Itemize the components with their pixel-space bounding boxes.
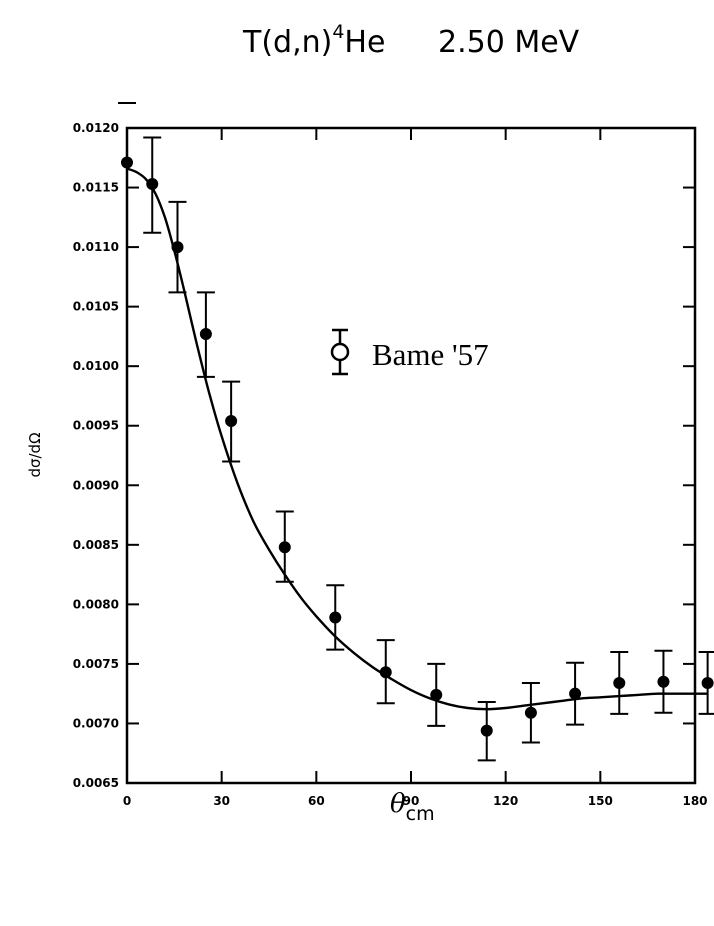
data-point <box>427 662 446 727</box>
title-reaction-prefix: T(d,n) <box>242 25 332 60</box>
x-tick-label: 120 <box>493 794 518 808</box>
y-tick-label: 0.0115 <box>73 181 119 195</box>
data-points-layer <box>118 101 714 762</box>
data-point <box>376 639 395 705</box>
data-marker <box>701 676 714 689</box>
y-tick-label: 0.0070 <box>73 716 119 730</box>
y-tick-label: 0.0075 <box>73 657 119 671</box>
data-point <box>143 136 162 234</box>
data-marker <box>225 414 238 427</box>
title-energy: 2.50 MeV <box>438 25 580 60</box>
y-tick-label: 0.0110 <box>73 240 119 254</box>
data-point <box>222 380 241 463</box>
y-tick-label: 0.0080 <box>73 597 119 611</box>
y-tick-label: 0.0095 <box>73 419 119 433</box>
y-tick-label: 0.0120 <box>73 121 119 135</box>
y-tick-label: 0.0090 <box>73 478 119 492</box>
data-marker <box>480 724 493 737</box>
fit-curve-line <box>126 167 708 711</box>
x-axis-label: θcm <box>390 789 435 825</box>
title-reaction-suffix: He <box>344 25 385 60</box>
data-point <box>521 681 540 744</box>
data-point <box>326 584 345 651</box>
data-marker <box>430 688 443 701</box>
legend: Bame '57 <box>330 328 489 376</box>
chart-title: T(d,n)4He <box>242 21 385 60</box>
data-marker <box>199 328 212 341</box>
data-marker <box>569 687 582 700</box>
x-tick-label: 180 <box>682 794 707 808</box>
legend-label: Bame '57 <box>372 337 489 372</box>
fit-curve-layer <box>126 167 708 711</box>
data-marker <box>613 676 626 689</box>
data-point <box>610 651 629 715</box>
data-point <box>477 701 496 762</box>
data-marker <box>121 156 133 169</box>
x-tick-label: 60 <box>308 794 325 808</box>
data-marker <box>278 541 291 554</box>
x-axis-label-symbol: θ <box>390 789 406 819</box>
data-marker <box>146 177 159 190</box>
data-point <box>698 651 714 715</box>
data-point <box>654 649 673 714</box>
x-tick-label: 0 <box>123 794 131 808</box>
y-axis-label: dσ/dΩ <box>26 432 44 477</box>
data-point <box>275 510 294 583</box>
data-point <box>118 101 136 169</box>
legend-symbol-icon <box>330 328 350 376</box>
legend-open-circle <box>330 342 350 362</box>
y-tick-label: 0.0105 <box>73 300 119 314</box>
y-tick-label: 0.0100 <box>73 359 119 373</box>
y-axis-ticks: 0.0065 0.0070 0.0075 0.0080 0.0085 0.0090 0.00… <box>73 121 695 790</box>
x-axis-ticks: 0 30 60 90 120 150 180 <box>123 128 708 808</box>
data-point <box>196 291 215 378</box>
data-marker <box>379 666 392 679</box>
y-tick-label: 0.0065 <box>73 776 119 790</box>
x-tick-label: 90 <box>403 794 420 808</box>
title-superscript: 4 <box>332 21 344 43</box>
plot-frame <box>125 126 697 785</box>
data-marker <box>329 611 342 624</box>
data-point <box>566 661 585 726</box>
data-marker <box>657 675 670 688</box>
data-marker <box>524 706 537 719</box>
x-tick-label: 30 <box>213 794 230 808</box>
data-marker <box>171 241 184 254</box>
x-tick-label: 150 <box>588 794 613 808</box>
y-tick-label: 0.0085 <box>73 538 119 552</box>
x-axis-label-subscript: cm <box>406 803 435 825</box>
data-point <box>168 200 187 294</box>
